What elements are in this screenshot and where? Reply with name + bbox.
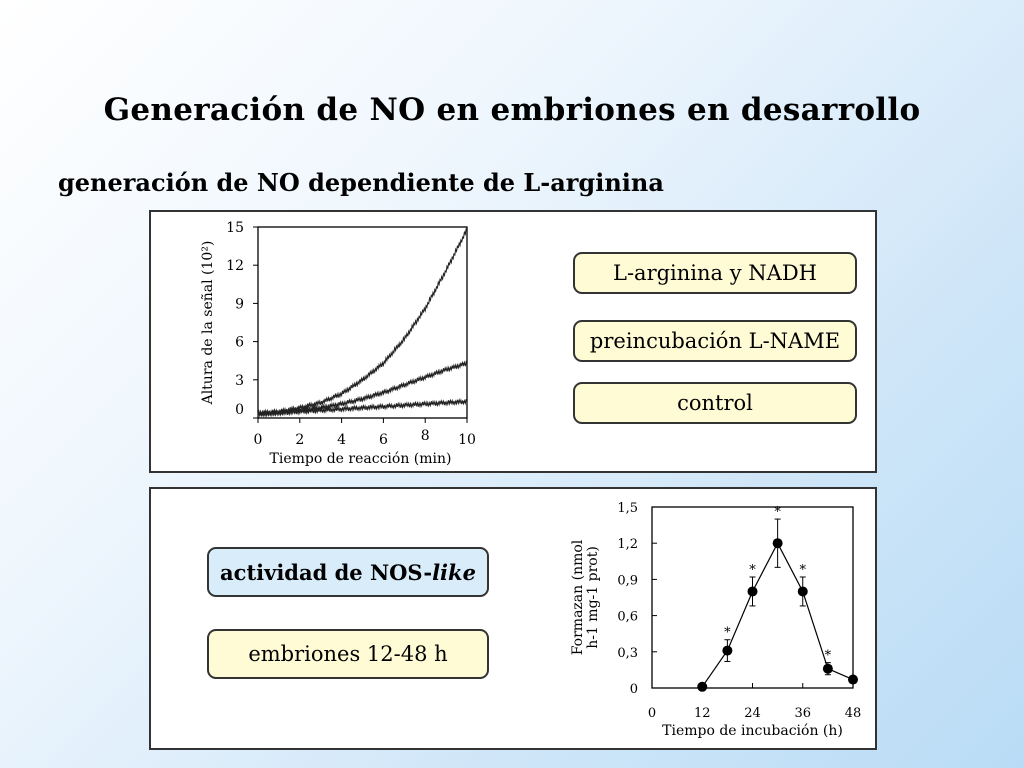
data-point [848, 674, 858, 685]
x-tick-label: 0 [254, 432, 263, 448]
y-axis-label: Altura de la señal (10²) [200, 241, 216, 406]
x-tick-label: 4 [337, 432, 346, 448]
nos-like-italic: like [432, 559, 476, 585]
y-tick-label: 0,9 [617, 573, 638, 588]
y-tick-label: 9 [235, 296, 244, 312]
significance-marker: * [800, 563, 807, 578]
data-point [772, 538, 783, 549]
y-tick-label: 0,3 [617, 646, 638, 661]
x-tick-label: 8 [421, 428, 430, 444]
legend-control: control [573, 382, 857, 424]
data-point [797, 586, 808, 597]
legend-preincubacion-l-name: preincubación L-NAME [573, 320, 857, 362]
legend-l-arginina-nadh: L-arginina y NADH [573, 252, 857, 294]
data-point [822, 663, 833, 674]
y-tick-label: 1,5 [617, 501, 638, 516]
signal-chart: 0 3 6 9 12 15 0 2 4 6 8 10 Tiempo de reacción (min) A… [200, 220, 476, 467]
data-point [697, 681, 708, 692]
y-tick-label: 0,6 [617, 610, 638, 625]
y-tick-label: 6 [235, 335, 244, 351]
significance-marker: * [774, 505, 781, 520]
x-tick-label: 0 [648, 706, 656, 721]
x-tick-label: 48 [845, 706, 862, 721]
significance-marker: * [825, 649, 832, 664]
bottom-panel: actividad de NOS-like embriones 12-48 h … [149, 487, 877, 750]
data-point [747, 586, 758, 597]
top-panel: 0 3 6 9 12 15 0 2 4 6 8 10 Tiempo de reacción (min) A… [149, 210, 877, 473]
slide-subtitle: generación de NO dependiente de L-argini… [58, 168, 664, 197]
y-tick-label: 1,2 [617, 537, 638, 552]
data-point [722, 645, 733, 656]
significance-marker: * [724, 626, 731, 641]
signal-trace-1 [257, 228, 468, 417]
embryos-age-label: embriones 12-48 h [207, 629, 489, 679]
slide-title: Generación de NO en embriones en desarro… [103, 92, 921, 128]
signal-trace-3 [257, 397, 468, 418]
y-tick-label: 0 [235, 402, 244, 418]
y-axis-label-line2: h-1 mg-1 prot) [585, 546, 601, 649]
y-tick-label: 12 [226, 258, 244, 274]
significance-marker: * [749, 563, 756, 578]
x-tick-label: 12 [694, 706, 711, 721]
y-tick-label: 3 [235, 373, 244, 389]
nos-like-activity-label: actividad de NOS-like [207, 547, 489, 597]
x-tick-label: 6 [379, 432, 388, 448]
y-tick-label: 15 [226, 220, 244, 236]
x-tick-label: 36 [794, 706, 811, 721]
x-tick-label: 10 [458, 432, 476, 448]
x-tick-label: 2 [295, 432, 304, 448]
nos-like-prefix: actividad de NOS- [220, 559, 433, 585]
x-tick-label: 24 [744, 706, 761, 721]
y-tick-label: 0 [630, 682, 638, 697]
y-axis-label-line1: Formazan (nmol [570, 539, 586, 655]
x-axis-label: Tiempo de reacción (min) [270, 451, 452, 467]
plot-frame [257, 226, 468, 419]
x-axis-label: Tiempo de incubación (h) [662, 723, 843, 739]
